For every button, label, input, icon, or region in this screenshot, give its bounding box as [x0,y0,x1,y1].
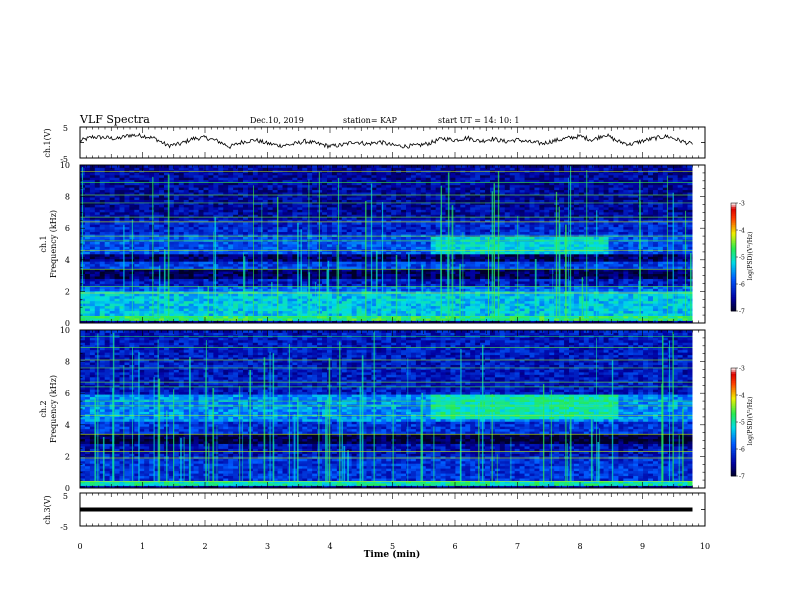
ch1-ticks [79,126,706,159]
date-label: Dec.10, 2019 [250,116,304,125]
colorbar-tick-label: -3 [739,201,745,208]
frequency-tick-label: 0 [65,319,70,328]
ch2-frequency-axis-label: Frequency (kHz) [49,375,58,443]
ch1-frequency-tick-labels: 0 2 4 6 8 10 [60,161,70,328]
frequency-tick-label: 8 [65,358,70,367]
ch1-waveform-line [79,132,693,150]
ch2-spec-channel-label: ch.2 [39,400,48,417]
colorbar-tick-label: -6 [739,282,745,289]
ch1-spec-channel-label: ch.1 [39,235,48,252]
ch1-spectrogram-image [80,165,705,324]
ch1-frequency-axis-label: Frequency (kHz) [49,210,58,278]
ch1-ytick-top: 5 [63,124,68,133]
colorbar-tick-label: -4 [739,393,745,400]
station-label: station= KAP [343,116,398,125]
ch3-ticks [79,492,706,527]
frequency-tick-label: 4 [65,256,70,265]
time-tick-label: 2 [202,542,207,551]
time-tick-label: 9 [640,542,645,551]
ch2-spectrogram-image [80,330,705,489]
time-tick-label: 5 [390,542,395,551]
time-tick-label: 1 [140,542,145,551]
start-time-label: start UT = 14: 10: 1 [438,116,519,125]
ch3-ytick-top: 5 [63,492,68,501]
ch3-ylabel: ch.3(V) [43,495,52,524]
figure-title: VLF Spectra [79,113,150,126]
frequency-tick-label: 2 [65,452,70,461]
time-axis-label: Time (min) [364,549,421,560]
ch1-colorbar [730,202,737,312]
time-tick-label: 4 [327,542,332,551]
colorbar-tick-label: -5 [739,255,745,262]
ch2-colorbar [730,367,737,477]
time-tick-label: 6 [452,542,457,551]
frequency-tick-label: 10 [60,326,70,335]
colorbar-tick-label: -7 [739,309,745,316]
ch2-colorbar-ticks: -3 -4 -5 -6 -7 [736,366,745,481]
time-tick-label: 10 [700,542,710,551]
ch2-spectrogram-ticks [79,329,706,489]
frequency-tick-label: 4 [65,421,70,430]
frequency-tick-label: 0 [65,484,70,493]
frequency-tick-label: 6 [65,224,70,233]
ch3-panel: 5 -5 ch.3(V) 0 1 2 3 4 5 6 7 8 9 10 Time (min) [43,492,710,560]
colorbar-tick-label: -7 [739,474,745,481]
frequency-tick-label: 10 [60,161,70,170]
ch2-colorbar-label: log(PSD)(V²/Hz) [747,397,754,446]
ch1-colorbar-ticks: -3 -4 -5 -6 -7 [736,201,745,316]
frequency-tick-label: 2 [65,287,70,296]
ch1-panel: 5 -5 ch.1(V) [43,124,706,164]
colorbar-tick-label: -3 [739,366,745,373]
time-tick-label: 3 [265,542,270,551]
ch1-ylabel: ch.1(V) [43,128,52,157]
ch2-frequency-tick-labels: 0 2 4 6 8 10 [60,326,70,493]
colorbar-tick-label: -5 [739,420,745,427]
colorbar-tick-label: -4 [739,228,745,235]
ch3-ytick-bottom: -5 [60,523,68,532]
ch1-spectrogram-ticks [79,164,706,324]
colorbar-tick-label: -6 [739,447,745,454]
time-tick-label: 0 [77,542,82,551]
frequency-tick-label: 6 [65,389,70,398]
ch1-ytick-bottom: -5 [60,155,68,164]
frequency-tick-label: 8 [65,193,70,202]
ch1-colorbar-label: log(PSD)(V²/Hz) [747,232,754,281]
time-tick-label: 7 [515,542,520,551]
time-tick-labels: 0 1 2 3 4 5 6 7 8 9 10 [77,542,710,551]
time-tick-label: 8 [577,542,582,551]
